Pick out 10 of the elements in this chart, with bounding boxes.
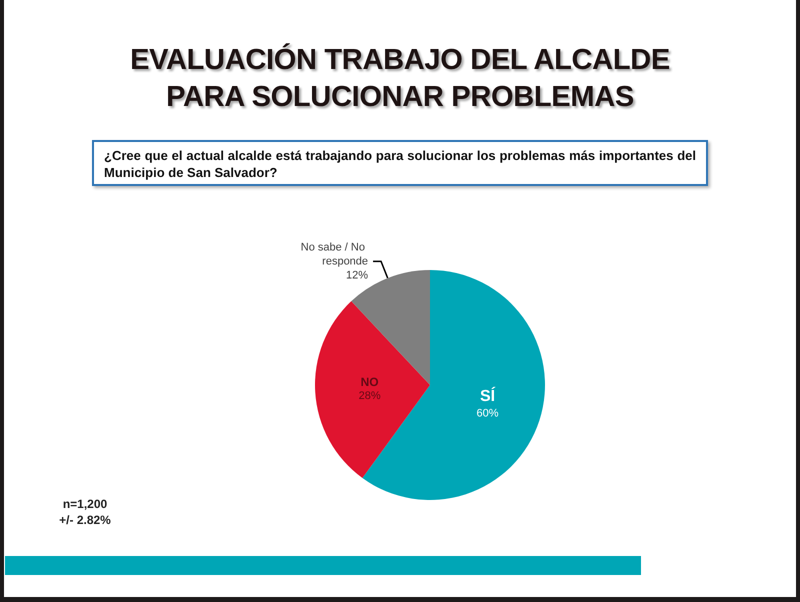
text: +/- 2.82% [58, 512, 112, 528]
slice-label: SÍ [480, 386, 496, 406]
text: n=1,200 [62, 496, 108, 512]
data-label: 60% [476, 408, 499, 420]
slice-label: NO [360, 374, 379, 389]
chart-subtitle: ¿Cree que el actual alcalde está trabajando para solucionar los problemas más importantes del Municipio de San Salvador? [92, 140, 708, 186]
data-label: 28% [358, 390, 381, 402]
slice-label: No sabe / No responde [300, 241, 368, 268]
data-label: 12% [346, 269, 368, 282]
chart-title: EVALUACIÓN TRABAJO DEL ALCALDE PARA SOLUCIONAR PROBLEMAS [129, 42, 671, 115]
